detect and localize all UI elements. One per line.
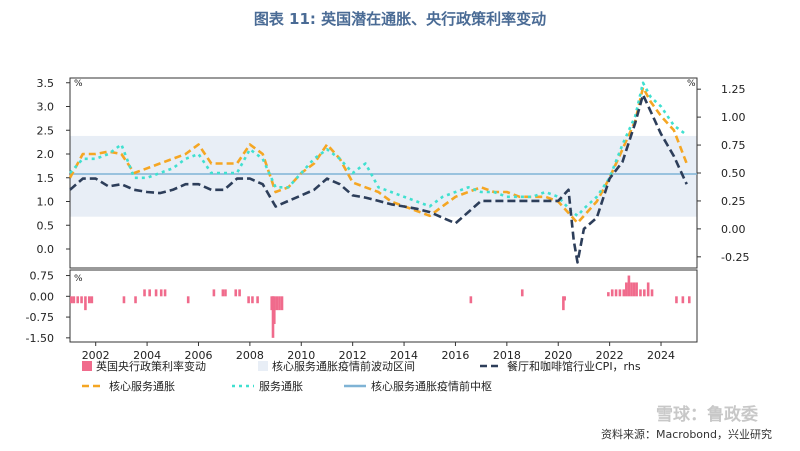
- x-tick-label: 2006: [184, 349, 212, 362]
- legend-label-median: 核心服务通胀疫情前中枢: [371, 379, 492, 393]
- left-tick-label: 2.0: [37, 148, 55, 161]
- bottom-tick-label: 0.75: [30, 270, 55, 283]
- rate-change-bar: [646, 282, 650, 297]
- rate-change-bar: [675, 296, 678, 304]
- bottom-tick-label: 0.00: [30, 290, 55, 303]
- rate-change-bar: [607, 292, 610, 297]
- rate-change-bar: [643, 289, 646, 297]
- right-tick-label: 0.50: [721, 167, 746, 180]
- bottom-tick-label: -0.75: [26, 311, 54, 324]
- legend-label-core: 核心服务通胀: [109, 379, 175, 393]
- rate-change-bar: [69, 296, 73, 304]
- rate-change-bar: [469, 296, 473, 304]
- legend-swatch-band: [258, 361, 268, 371]
- rate-change-bar: [148, 289, 151, 297]
- rate-change-bar: [122, 296, 126, 304]
- rate-change-bar: [90, 296, 94, 304]
- right-tick-label: 1.00: [721, 111, 746, 124]
- restaurant-cafe-cpi-line: [69, 93, 688, 264]
- rate-change-bar: [625, 282, 628, 297]
- legend-label-services: 服务通胀: [259, 380, 303, 393]
- rate-change-bar: [212, 289, 216, 297]
- rate-change-bar: [251, 296, 254, 304]
- x-tick-label: 2014: [390, 349, 418, 362]
- chart-title: 图表 11: 英国潜在通胀、央行政策利率变动: [253, 10, 547, 28]
- x-tick-label: 2022: [596, 349, 624, 362]
- left-tick-label: 1.5: [37, 172, 55, 185]
- right-tick-label: 0.00: [721, 223, 746, 236]
- source-note: 资料来源：Macrobond，兴业研究: [601, 428, 772, 441]
- rate-change-bar: [87, 296, 91, 304]
- left-tick-label: 0.0: [37, 243, 55, 256]
- left-tick-label: 0.5: [37, 219, 55, 232]
- legend-label-bars: 英国央行政策利率变动: [96, 359, 206, 373]
- rate-change-bar: [632, 282, 636, 297]
- x-tick-label: 2020: [544, 349, 572, 362]
- right-tick-label: 0.25: [721, 195, 746, 208]
- legend-label-cpi: 餐厅和咖啡馆行业CPI，rhs: [507, 359, 641, 373]
- services-inflation-line: [69, 81, 688, 218]
- rate-change-bar: [627, 275, 631, 297]
- right-tick-label: 0.75: [721, 139, 746, 152]
- x-tick-label: 2002: [82, 349, 110, 362]
- legend-swatch-bars: [82, 361, 92, 371]
- x-tick-label: 2018: [493, 349, 521, 362]
- rate-change-bar: [163, 289, 167, 297]
- bottom-tick-label: -1.50: [26, 332, 54, 345]
- rate-change-bar: [610, 289, 614, 297]
- rate-change-bar: [563, 296, 566, 301]
- right-tick-label: -0.25: [721, 251, 749, 264]
- rate-change-bar: [630, 282, 633, 297]
- left-tick-label: 2.5: [37, 124, 55, 137]
- rate-change-bar: [234, 289, 238, 297]
- rate-change-bar: [280, 296, 284, 311]
- bottom-axis-unit: %: [74, 274, 83, 284]
- rate-change-bar: [520, 289, 524, 297]
- rate-change-bar: [622, 289, 626, 297]
- rate-change-bar: [247, 296, 250, 304]
- rate-change-bar: [639, 289, 642, 297]
- rate-change-bar: [186, 296, 190, 304]
- x-tick-label: 2008: [236, 349, 264, 362]
- left-axis-unit: %: [74, 79, 83, 89]
- x-tick-label: 2024: [647, 349, 675, 362]
- core-services-inflation-line: [68, 86, 688, 225]
- rate-change-bar: [221, 289, 225, 297]
- rate-change-bar: [238, 289, 241, 297]
- right-tick-label: 1.25: [721, 83, 746, 96]
- x-tick-label: 2016: [441, 349, 469, 362]
- rate-change-bar: [80, 296, 83, 304]
- prepandemic-band: [70, 135, 697, 217]
- rate-change-bar: [650, 289, 654, 297]
- rate-change-bar: [84, 296, 87, 311]
- rate-change-bar: [256, 296, 259, 304]
- rate-change-bar: [134, 296, 137, 304]
- rate-change-bar: [681, 296, 685, 304]
- rate-change-bar: [143, 289, 146, 297]
- legend-label-band: 核心服务通胀疫情前波动区间: [272, 359, 415, 373]
- rate-change-bar: [618, 289, 622, 297]
- rate-change-bar: [687, 296, 691, 304]
- rate-change-bar: [72, 296, 76, 304]
- left-tick-label: 3.5: [37, 77, 55, 90]
- x-tick-label: 2004: [133, 349, 161, 362]
- rate-change-bar: [159, 289, 163, 297]
- left-tick-label: 1.0: [37, 196, 55, 209]
- rate-change-bar: [562, 296, 565, 311]
- rate-change-bar: [278, 296, 281, 311]
- rate-change-bar: [614, 289, 618, 297]
- watermark: 雪球：鲁政委: [656, 405, 758, 425]
- bottom-panel-frame: [69, 269, 698, 343]
- rate-change-bar: [154, 289, 158, 297]
- left-tick-label: 3.0: [37, 101, 55, 114]
- rate-change-bar: [76, 296, 80, 304]
- rate-change-bar: [635, 282, 638, 297]
- rate-change-bar: [224, 289, 227, 297]
- right-axis-unit: %: [687, 79, 696, 89]
- x-tick-label: 2010: [287, 349, 315, 362]
- rate-change-bar: [272, 296, 276, 324]
- rate-change-bar: [275, 296, 279, 311]
- x-tick-label: 2012: [339, 349, 367, 362]
